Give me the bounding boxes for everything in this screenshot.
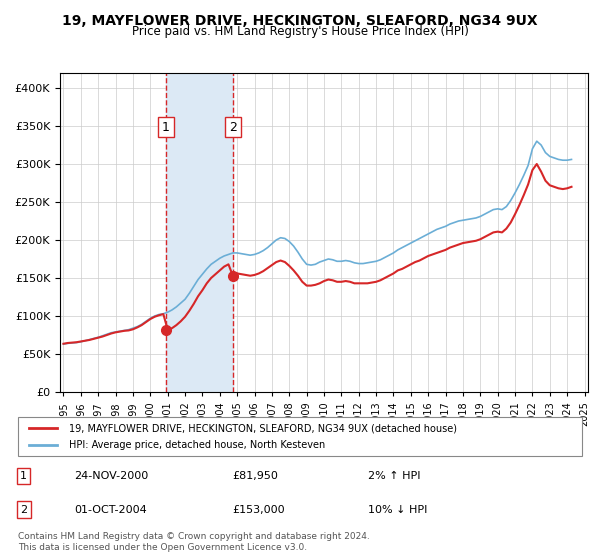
Text: £153,000: £153,000 (232, 505, 285, 515)
Text: This data is licensed under the Open Government Licence v3.0.: This data is licensed under the Open Gov… (18, 543, 307, 552)
FancyBboxPatch shape (18, 417, 582, 456)
Text: HPI: Average price, detached house, North Kesteven: HPI: Average price, detached house, Nort… (69, 440, 325, 450)
Text: Price paid vs. HM Land Registry's House Price Index (HPI): Price paid vs. HM Land Registry's House … (131, 25, 469, 38)
Text: Contains HM Land Registry data © Crown copyright and database right 2024.: Contains HM Land Registry data © Crown c… (18, 532, 370, 541)
Text: 2: 2 (20, 505, 27, 515)
Text: 19, MAYFLOWER DRIVE, HECKINGTON, SLEAFORD, NG34 9UX (detached house): 19, MAYFLOWER DRIVE, HECKINGTON, SLEAFOR… (69, 423, 457, 433)
Text: 2: 2 (229, 120, 237, 134)
Bar (166, 73, 233, 392)
Text: 10% ↓ HPI: 10% ↓ HPI (368, 505, 427, 515)
Text: 1: 1 (162, 120, 170, 134)
Text: 1: 1 (20, 471, 27, 481)
Text: 01-OCT-2004: 01-OCT-2004 (74, 505, 147, 515)
Text: 19, MAYFLOWER DRIVE, HECKINGTON, SLEAFORD, NG34 9UX: 19, MAYFLOWER DRIVE, HECKINGTON, SLEAFOR… (62, 14, 538, 28)
Text: 24-NOV-2000: 24-NOV-2000 (74, 471, 149, 481)
Text: £81,950: £81,950 (232, 471, 278, 481)
Text: 2% ↑ HPI: 2% ↑ HPI (368, 471, 420, 481)
